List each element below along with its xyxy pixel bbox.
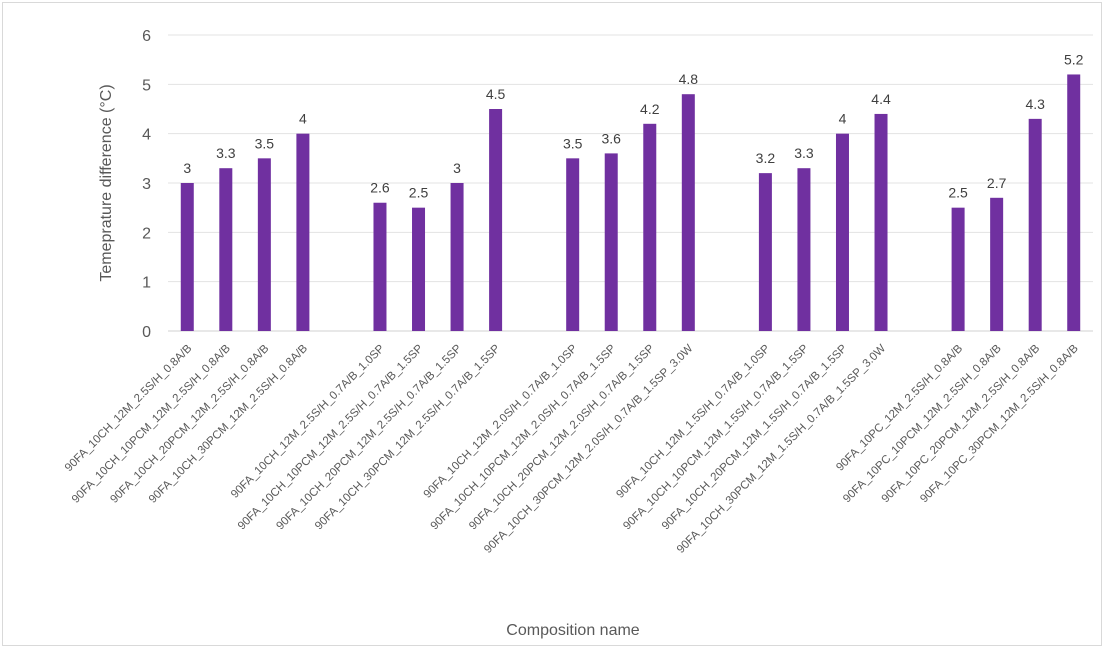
y-tick-label: 6 [142,28,151,45]
data-label: 3.2 [756,150,776,166]
x-category-label: 90FA_10PC_20PCM_12M_2.5S/H_0.8A/B [880,342,1043,505]
gridlines [168,34,1093,332]
bar [373,202,387,331]
bar [990,197,1004,331]
data-label: 5.2 [1064,51,1084,67]
data-label: 3 [453,160,461,176]
data-label: 4 [839,111,847,127]
bar [681,94,695,331]
bar [450,183,464,331]
y-axis-ticks: 0 1 2 3 4 5 6 [142,28,151,341]
data-label: 4.3 [1025,96,1045,112]
x-axis-title: Composition name [506,622,640,639]
x-category-label: 90FA_10CH_30PCM_12M_2.5S/H_0.7A/B_1.5SP [313,342,503,532]
bar [797,168,811,331]
x-category-label: 90FA_10CH_20PCM_12M_2.5S/H_0.7A/B_1.5SP [274,342,464,532]
bar [758,173,772,331]
data-label: 3.3 [216,145,236,161]
data-label: 2.5 [948,185,968,201]
data-label: 4.8 [679,71,699,87]
data-label: 2.6 [370,180,390,196]
x-category-label: 90FA_10CH_20PCM_12M_2.0S/H_0.7A/B_1.5SP [467,342,657,532]
x-category-label: 90FA_10CH_10PCM_12M_2.5S/H_0.8A/B [70,342,233,505]
bar [1028,118,1042,331]
y-tick-label: 0 [142,324,151,341]
x-axis-categories: 90FA_10CH_12M_2.5S/H_0.8A/B90FA_10CH_10P… [63,342,1081,555]
y-tick-label: 1 [142,275,151,292]
bar [874,113,888,331]
data-label: 3.5 [563,135,583,151]
bar [257,158,271,331]
data-label: 3.5 [255,135,275,151]
bar-chart: 0 1 2 3 4 5 6 3 3.3 3.5 4 2.6 2.5 3 4.5 3.5 3.6 4.2 4.8 3.… [63,28,1093,639]
data-label: 4.2 [640,101,660,117]
data-labels: 3 3.3 3.5 4 2.6 2.5 3 4.5 3.5 3.6 4.2 4.8 3.2 3.3 4 4.4… [183,51,1083,200]
x-category-label: 90FA_10CH_10PCM_12M_2.5S/H_0.7A/B_1.5SP [236,342,426,532]
data-label: 2.5 [409,185,429,201]
bar [180,183,194,331]
bar [1067,74,1081,331]
x-category-label: 90FA_10CH_10PCM_12M_1.5S/H_0.7A/B_1.5SP [621,342,811,532]
bar [412,207,426,331]
data-label: 4 [299,111,307,127]
data-label: 4.5 [486,86,506,102]
y-tick-label: 5 [142,77,151,94]
y-tick-label: 2 [142,225,151,242]
bar [951,207,965,331]
bar [219,168,233,331]
bar [604,153,618,331]
data-label: 2.7 [987,175,1007,191]
bar [489,109,503,331]
y-tick-label: 4 [142,127,151,144]
bar [643,123,657,331]
bar [835,133,849,331]
data-label: 3.3 [794,145,814,161]
bar [296,133,310,331]
x-category-label: 90FA_10CH_20PCM_12M_1.5S/H_0.7A/B_1.5SP [660,342,850,532]
bar [566,158,580,331]
data-label: 4.4 [871,91,891,107]
data-label: 3.6 [601,130,621,146]
y-tick-label: 3 [142,176,151,193]
bars [180,74,1081,331]
x-category-label: 90FA_10CH_10PCM_12M_2.0S/H_0.7A/B_1.5SP [429,342,619,532]
data-label: 3 [183,160,191,176]
y-axis-title: Temeprature difference (°C) [98,84,115,281]
